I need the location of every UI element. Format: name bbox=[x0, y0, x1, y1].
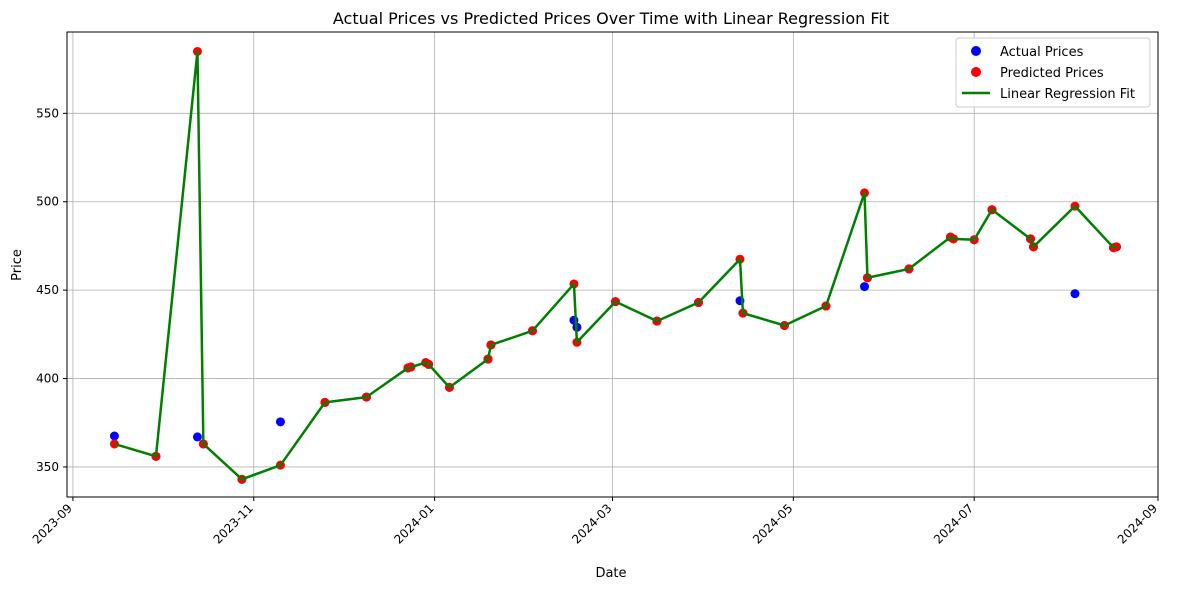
chart-title: Actual Prices vs Predicted Prices Over T… bbox=[333, 9, 889, 28]
linear-regression-fit-line bbox=[114, 50, 1117, 481]
legend-label-actual-prices: Actual Prices bbox=[1000, 45, 1084, 60]
y-tick-label: 450 bbox=[36, 283, 59, 297]
legend-label-predicted-prices: Predicted Prices bbox=[1000, 66, 1104, 81]
actual-price-point bbox=[859, 282, 869, 292]
x-axis-label: Date bbox=[595, 566, 626, 581]
y-axis-label: Price bbox=[10, 249, 25, 281]
actual-price-point bbox=[192, 432, 202, 442]
actual-price-point bbox=[109, 431, 119, 441]
predicted-price-point bbox=[1111, 242, 1121, 252]
legend-marker-actual-prices bbox=[971, 46, 981, 56]
legend-marker-predicted-prices bbox=[971, 67, 981, 77]
actual-price-point bbox=[1070, 289, 1080, 299]
y-tick-label: 550 bbox=[36, 106, 59, 120]
actual-price-point bbox=[275, 417, 285, 427]
plot-series bbox=[109, 46, 1121, 484]
y-tick-label: 350 bbox=[36, 460, 59, 474]
y-tick-label: 500 bbox=[36, 195, 59, 209]
grid-lines bbox=[67, 32, 1159, 497]
y-axis-ticks: 350 400 450 500 550 bbox=[36, 106, 67, 474]
legend-label-linear-regression-fit: Linear Regression Fit bbox=[1000, 87, 1135, 102]
y-tick-label: 400 bbox=[36, 372, 59, 386]
legend-frame bbox=[955, 37, 1151, 108]
legend: Actual Prices Predicted Prices Linear Re… bbox=[955, 37, 1151, 108]
